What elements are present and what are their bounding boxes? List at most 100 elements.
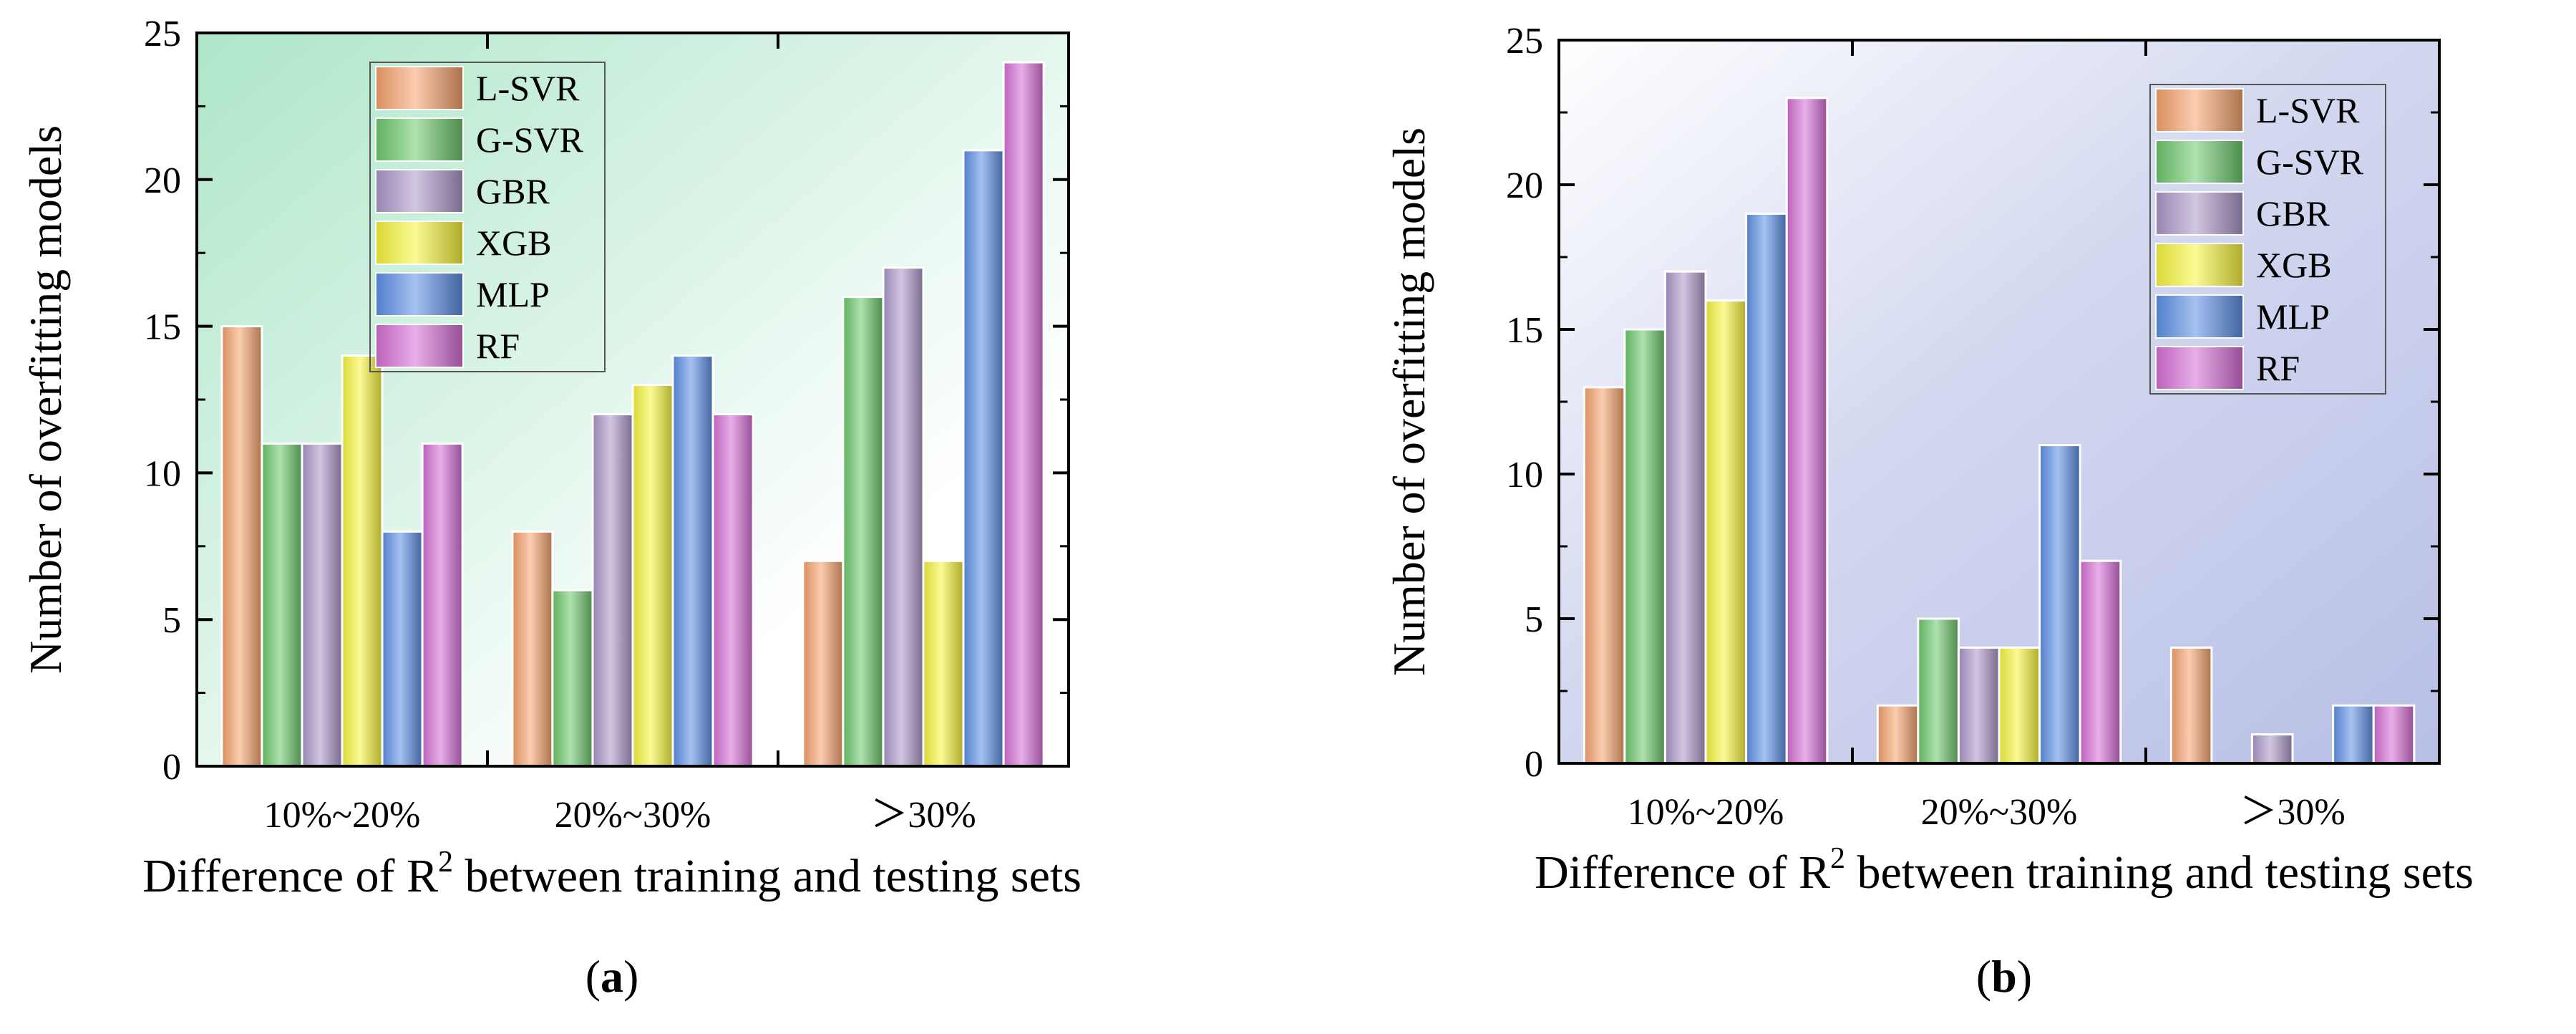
bar-rf-1 [1785, 97, 1829, 765]
panel-label-close: ) [2017, 951, 2032, 1002]
legend-label-xgb: XGB [476, 223, 552, 263]
bar-l-svr-3 [802, 559, 845, 768]
y-tick-label: 20 [1506, 165, 1543, 206]
panel-label: (a) [585, 951, 639, 1002]
legend-swatch-l-svr [2155, 88, 2244, 132]
y-tick-label: 5 [1525, 599, 1543, 640]
bar-gbr-2 [1957, 646, 2001, 765]
bar-g-svr-2 [551, 589, 594, 768]
x-axis-label: Difference of R2 between training and te… [1535, 842, 2474, 899]
y-tick-label: 20 [144, 160, 181, 201]
chart-panel-b: 0 5 10 15 20 25 10%~20% 20%~30% ＞30% Number of … [1384, 21, 2474, 1002]
y-tick-label: 25 [144, 14, 181, 54]
y-tick-label: 0 [162, 747, 181, 788]
legend-label-g-svr: G-SVR [2256, 142, 2364, 182]
bar-rf-1 [421, 442, 464, 768]
x-tick-label: 20%~30% [555, 795, 711, 836]
legend-swatch-g-svr [2155, 140, 2244, 184]
x-axis-label-suffix: between training and testing sets [453, 850, 1082, 902]
panel-label-open: ( [1976, 951, 1991, 1002]
legend-swatch-mlp [2155, 294, 2244, 339]
legend-swatch-gbr [375, 169, 464, 213]
legend-label-xgb: XGB [2256, 245, 2332, 285]
x-tick-label: 20%~30% [1921, 792, 2078, 833]
legend-swatch-rf [375, 324, 464, 368]
x-axis-label-superscript: 2 [438, 846, 453, 879]
legend-label-gbr: GBR [476, 171, 550, 211]
legend-box [369, 62, 606, 372]
bar-xgb-1 [341, 354, 384, 768]
y-tick-label: 5 [162, 600, 181, 641]
x-axis-ticks: 10%~20% 20%~30% ＞30% [1628, 40, 2346, 833]
panel-label-close: ) [623, 951, 638, 1002]
x-axis-label-suffix: between training and testing sets [1845, 846, 2474, 899]
bar-mlp-2 [671, 354, 714, 768]
bar-mlp-3 [2332, 704, 2375, 765]
bar-xgb-2 [1998, 646, 2041, 765]
legend-swatch-xgb [375, 221, 464, 265]
panel-label-open: ( [585, 951, 601, 1002]
chart-panel-a: 0 5 10 15 20 25 10%~20% 20%~30% ＞30% Number of … [20, 14, 1082, 1002]
y-axis-label: Number of overfitting models [20, 125, 71, 674]
x-axis-ticks: 10%~20% 20%~30% ＞30% [264, 33, 976, 836]
legend-swatch-l-svr [375, 66, 464, 110]
bar-l-svr-2 [511, 530, 554, 768]
x-axis-label-prefix: Difference of R [1535, 846, 1830, 899]
x-axis-label: Difference of R2 between training and te… [142, 846, 1082, 902]
y-tick-label: 25 [1506, 21, 1543, 62]
panel-label-letter: b [1991, 951, 2017, 1002]
legend-swatch-g-svr [375, 117, 464, 162]
bar-l-svr-3 [2169, 646, 2213, 765]
bar-rf-2 [2079, 559, 2122, 765]
legend-label-l-svr: L-SVR [476, 68, 580, 108]
bar-xgb-1 [1704, 299, 1748, 765]
bar-mlp-2 [2038, 444, 2081, 765]
bar-xgb-2 [631, 384, 674, 768]
bar-g-svr-3 [842, 296, 885, 768]
legend-label-mlp: MLP [2256, 296, 2330, 337]
x-axis-label-superscript: 2 [1830, 842, 1845, 875]
bars-group [220, 61, 1045, 768]
bar-mlp-1 [1745, 212, 1788, 765]
x-tick-label: 10%~20% [264, 795, 421, 836]
y-axis-label: Number of overfitting models [1384, 127, 1434, 676]
legend-label-l-svr: L-SVR [2256, 90, 2360, 130]
bar-rf-3 [1002, 61, 1045, 768]
legend: L-SVR G-SVR GBR XGB MLP RF [2149, 84, 2386, 395]
legend-swatch-gbr [2155, 191, 2244, 236]
bar-rf-3 [2372, 704, 2416, 765]
bars-group [1583, 97, 2416, 765]
legend-label-mlp: MLP [476, 274, 550, 314]
bar-l-svr-1 [220, 325, 263, 768]
x-axis-label-prefix: Difference of R [142, 850, 438, 902]
y-axis-ticks: 0 5 10 15 20 25 [144, 14, 1069, 788]
bar-xgb-3 [922, 559, 965, 768]
legend-label-g-svr: G-SVR [476, 120, 584, 160]
legend-label-rf: RF [2256, 348, 2300, 388]
bar-g-svr-1 [1623, 328, 1666, 765]
bar-g-svr-1 [261, 442, 303, 768]
legend-swatch-rf [2155, 346, 2244, 390]
y-tick-label: 10 [1506, 455, 1543, 496]
bar-gbr-1 [301, 442, 344, 768]
x-tick-label: ＞30% [2240, 792, 2345, 833]
bar-g-svr-2 [1917, 617, 1960, 765]
bar-mlp-1 [381, 530, 424, 768]
legend: L-SVR G-SVR GBR XGB MLP RF [369, 62, 606, 372]
panel-label: (b) [1976, 951, 2032, 1002]
y-tick-label: 15 [1506, 310, 1543, 351]
x-tick-label: 10%~20% [1628, 792, 1784, 833]
panel-label-letter: a [601, 951, 623, 1002]
legend-swatch-mlp [375, 272, 464, 317]
bar-mlp-3 [962, 149, 1005, 768]
y-tick-label: 0 [1525, 744, 1543, 785]
legend-label-gbr: GBR [2256, 193, 2330, 233]
y-tick-label: 10 [144, 453, 181, 494]
y-tick-label: 15 [144, 307, 181, 348]
bar-l-svr-1 [1583, 386, 1626, 765]
bar-rf-2 [711, 413, 754, 768]
legend-swatch-xgb [2155, 243, 2244, 287]
bar-gbr-3 [2250, 733, 2294, 765]
legend-box [2149, 84, 2386, 395]
